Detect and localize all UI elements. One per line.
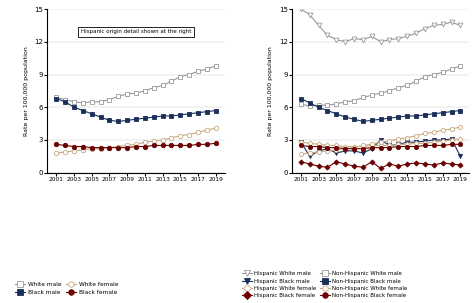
Y-axis label: Rate per 100,000 population: Rate per 100,000 population (24, 46, 29, 136)
Legend: Hispanic White male, Hispanic Black male, Hispanic White female, Hispanic Black : Hispanic White male, Hispanic Black male… (240, 269, 410, 300)
Y-axis label: Rate per 100,000 population: Rate per 100,000 population (268, 46, 273, 136)
Text: Hispanic origin detail shown at the right: Hispanic origin detail shown at the righ… (81, 29, 191, 35)
Legend: White male, Black male, White female, Black female: White male, Black male, White female, Bl… (12, 279, 120, 297)
